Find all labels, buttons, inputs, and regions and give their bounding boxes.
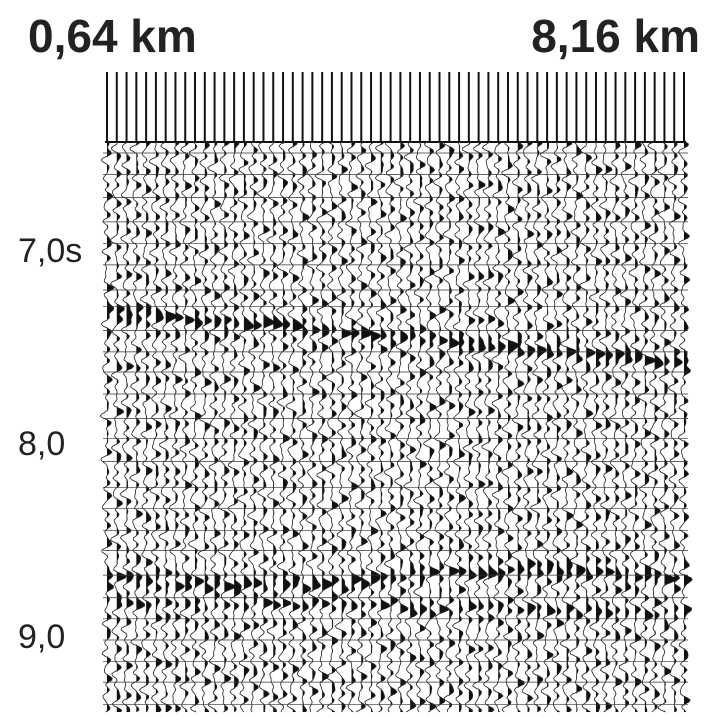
right-distance-label: 8,16 km — [531, 10, 700, 62]
page: 0,64 km 8,16 km 7,0s 8,0 9,0 (() => { co… — [0, 0, 718, 718]
left-distance-label: 0,64 km — [28, 10, 197, 62]
seismic-section: 0,64 km 8,16 km 7,0s 8,0 9,0 — [0, 0, 718, 718]
time-label: 8,0 — [18, 425, 65, 463]
time-label: 9,0 — [18, 618, 65, 656]
time-label: 7,0s — [18, 232, 82, 270]
